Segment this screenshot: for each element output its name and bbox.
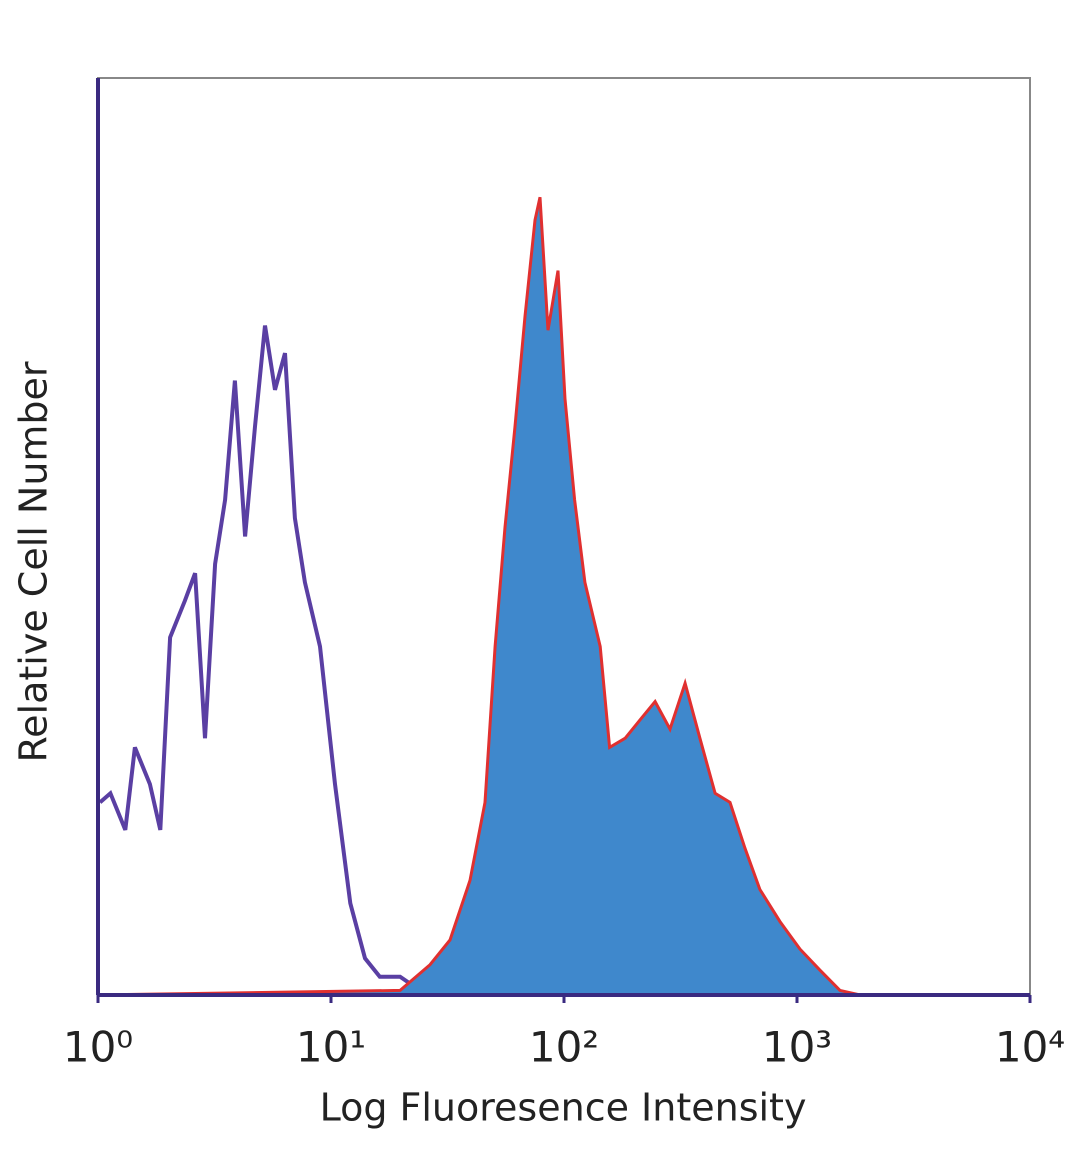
x-axis-label: Log Fluoresence Intensity [320, 1086, 807, 1130]
x-tick-label: 10⁰ [63, 1023, 133, 1072]
x-tick-label: 10² [529, 1023, 599, 1072]
x-tick-label: 10¹ [296, 1023, 366, 1072]
y-axis-label: Relative Cell Number [12, 361, 56, 762]
x-tick-label: 10⁴ [995, 1023, 1065, 1072]
histogram-line [98, 325, 1030, 997]
histogram-outline [97, 196, 1030, 997]
x-tick-label: 10³ [762, 1023, 832, 1072]
histogram-area [98, 197, 1030, 995]
